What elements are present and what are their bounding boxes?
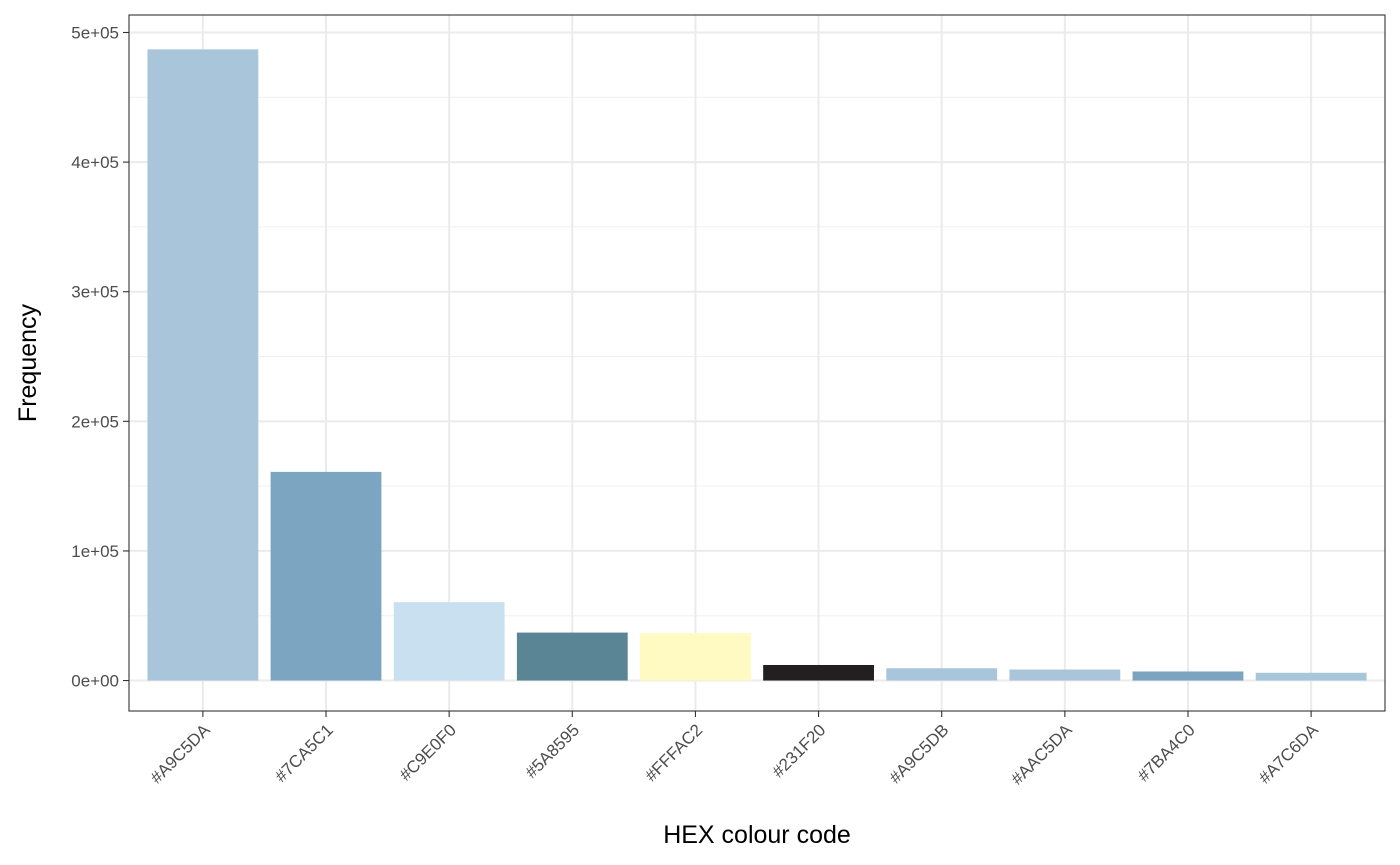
bar-5a8595 (516, 632, 628, 681)
x-axis: #A9C5DA #7CA5C1 #C9E0F0 #5A8595 #FFFAC2 #231F… (147, 711, 1322, 789)
x-tick-label: #FFFAC2 (641, 720, 706, 785)
x-tick-label: #C9E0F0 (396, 720, 460, 784)
bar-a7c6da (1255, 672, 1367, 681)
y-tick-label: 3e+05 (71, 283, 119, 302)
x-tick-label: #5A8595 (522, 720, 584, 782)
x-tick-label: #A9C5DA (147, 720, 214, 787)
y-tick-label: 5e+05 (71, 23, 119, 42)
bar-7ca5c1 (270, 471, 382, 681)
bar-a9c5da (147, 49, 259, 681)
x-tick-label: #231F20 (768, 720, 829, 781)
bar-fffac2 (640, 633, 751, 681)
y-tick-label: 2e+05 (71, 412, 119, 431)
x-tick-label: #7CA5C1 (271, 720, 337, 786)
bar-c9e0f0 (393, 602, 505, 681)
y-axis-title: Frequency (14, 303, 42, 422)
x-tick-label: #A9C5DB (886, 720, 953, 787)
x-tick-label: #AAC5DA (1007, 720, 1076, 789)
x-tick-label: #A7C6DA (1255, 720, 1322, 787)
x-axis-title: HEX colour code (663, 821, 851, 849)
y-tick-label: 0e+00 (71, 672, 119, 691)
bar-a9c5db (886, 668, 998, 681)
bar-7ba4c0 (1132, 671, 1244, 681)
bars (147, 49, 1367, 681)
bar-231f20 (763, 664, 874, 681)
bar-aac5da (1009, 669, 1121, 681)
y-tick-label: 1e+05 (71, 542, 119, 561)
y-axis: 0e+00 1e+05 2e+05 3e+05 4e+05 5e+05 (71, 23, 129, 691)
plot-panel-border (128, 14, 1386, 712)
x-tick-label: #7BA4C0 (1134, 720, 1199, 785)
y-tick-label: 4e+05 (71, 153, 119, 172)
